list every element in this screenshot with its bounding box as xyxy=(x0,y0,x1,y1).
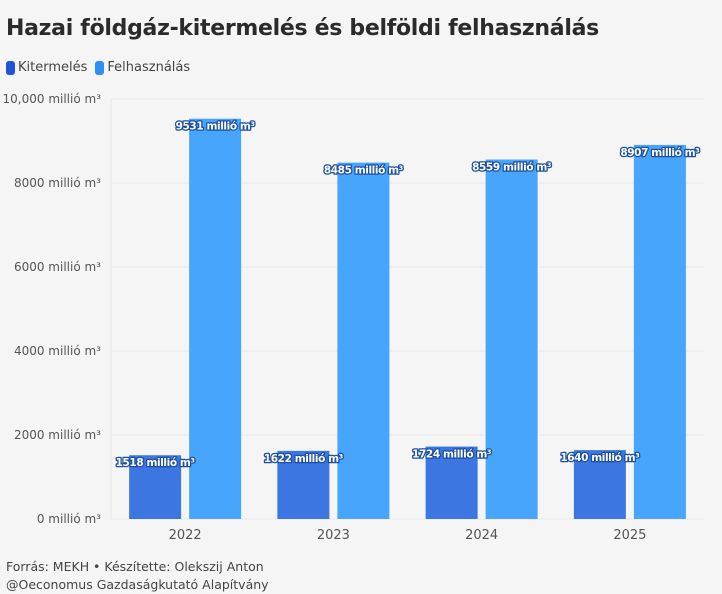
data-label: 8907 millió m³ xyxy=(620,147,700,159)
bar-kitermeles-2025[interactable] xyxy=(573,450,626,519)
data-label: 1640 millió m³ xyxy=(560,452,640,464)
x-tick-label: 2024 xyxy=(465,528,498,543)
data-label: 8559 millió m³ xyxy=(472,162,552,174)
legend-item-felhasznalas[interactable]: Felhasználás xyxy=(95,60,190,75)
legend: Kitermelés Felhasználás xyxy=(6,60,190,75)
legend-label-kitermeles: Kitermelés xyxy=(18,60,88,75)
y-tick-label: 4000 millió m³ xyxy=(14,344,101,358)
legend-swatch-kitermeles xyxy=(6,60,15,75)
bar-felhasznalas-2025[interactable] xyxy=(633,144,686,519)
x-tick-label: 2023 xyxy=(317,528,350,543)
data-label: 1518 millió m³ xyxy=(116,457,196,469)
y-tick-label: 8000 millió m³ xyxy=(14,176,101,190)
legend-label-felhasznalas: Felhasználás xyxy=(107,60,191,75)
data-labels: 1518 millió m³ 9531 millió m³ 1622 millió … xyxy=(114,119,702,470)
y-tick-label: 2000 millió m³ xyxy=(14,428,101,442)
bar-felhasznalas-2022[interactable] xyxy=(189,118,242,519)
source-credit: Forrás: MEKH • Készítette: Olekszij Anto… xyxy=(6,559,264,574)
legend-item-kitermeles[interactable]: Kitermelés xyxy=(6,60,87,75)
x-tick-label: 2022 xyxy=(169,528,202,543)
data-label: 9531 millió m³ xyxy=(176,121,256,133)
data-label: 8485 millió m³ xyxy=(324,165,404,177)
x-axis: 2022 2023 2024 2025 xyxy=(169,528,647,543)
bar-felhasznalas-2023[interactable] xyxy=(337,162,390,519)
publisher-credit: @Oeconomus Gazdaságkutató Alapítvány xyxy=(6,577,269,592)
bar-kitermeles-2022[interactable] xyxy=(129,455,182,519)
bar-kitermeles-2024[interactable] xyxy=(425,446,478,519)
chart-title: Hazai földgáz-kitermelés és belföldi fel… xyxy=(6,16,599,41)
footer: Forrás: MEKH • Készítette: Olekszij Anto… xyxy=(6,558,269,594)
y-tick-label: 0 millió m³ xyxy=(37,512,101,526)
x-tick-label: 2025 xyxy=(613,528,646,543)
bar-kitermeles-2023[interactable] xyxy=(277,450,330,519)
y-tick-label: 10,000 millió m³ xyxy=(3,92,102,106)
legend-swatch-felhasznalas xyxy=(95,60,105,75)
bars xyxy=(129,118,686,519)
y-axis: 0 millió m³ 2000 millió m³ 4000 millió m³ 6… xyxy=(3,92,102,526)
data-label: 1622 millió m³ xyxy=(264,453,344,465)
data-label: 1724 millió m³ xyxy=(412,449,492,461)
y-tick-label: 6000 millió m³ xyxy=(14,260,101,274)
bar-felhasznalas-2024[interactable] xyxy=(485,159,538,519)
